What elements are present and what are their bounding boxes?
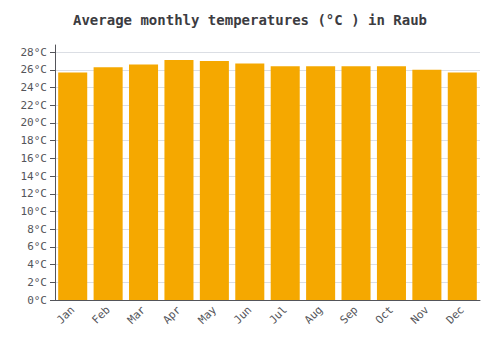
svg-text:Sep: Sep [337, 303, 360, 326]
svg-text:12°C: 12°C [21, 187, 48, 200]
svg-text:18°C: 18°C [21, 134, 48, 147]
svg-text:24°C: 24°C [21, 81, 48, 94]
svg-text:Jun: Jun [231, 303, 254, 326]
svg-text:14°C: 14°C [21, 170, 48, 183]
svg-text:Oct: Oct [373, 303, 396, 326]
svg-text:Jul: Jul [267, 303, 290, 326]
svg-text:2°C: 2°C [27, 276, 47, 289]
svg-text:Feb: Feb [89, 303, 112, 326]
svg-text:Dec: Dec [444, 303, 467, 326]
svg-text:0°C: 0°C [27, 294, 47, 307]
svg-text:Average monthly temperatures (: Average monthly temperatures (°C ) in Ra… [73, 12, 427, 28]
svg-text:8°C: 8°C [27, 223, 47, 236]
svg-text:Nov: Nov [408, 303, 431, 326]
svg-text:Mar: Mar [125, 303, 148, 326]
svg-text:22°C: 22°C [21, 99, 48, 112]
svg-text:6°C: 6°C [27, 240, 47, 253]
svg-text:16°C: 16°C [21, 152, 48, 165]
svg-text:Apr: Apr [160, 303, 183, 326]
svg-text:Aug: Aug [302, 303, 325, 326]
svg-text:20°C: 20°C [21, 116, 48, 129]
svg-text:26°C: 26°C [21, 63, 48, 76]
svg-text:4°C: 4°C [27, 258, 47, 271]
svg-text:Jan: Jan [54, 303, 77, 326]
svg-text:May: May [196, 303, 219, 326]
svg-text:10°C: 10°C [21, 205, 48, 218]
svg-text:28°C: 28°C [21, 46, 48, 59]
